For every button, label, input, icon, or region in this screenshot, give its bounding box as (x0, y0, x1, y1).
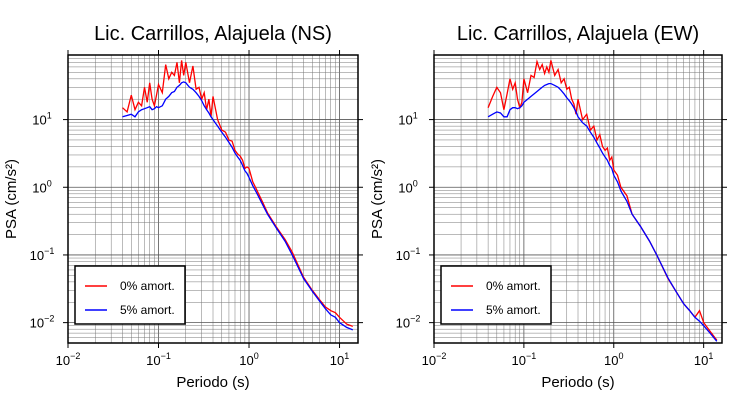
ticks: 10−2 10−1 100 101 10−2 10−1 100 101 (396, 50, 727, 368)
legend-label: 0% amort. (486, 279, 541, 293)
y-tick-label: 101 (32, 111, 51, 128)
series-line-amort-5 (487, 82, 718, 342)
x-axis-label: Periodo (s) (541, 374, 614, 391)
legend: 0% amort. 5% amort. (74, 265, 186, 325)
y-tick-label: 10−1 (30, 246, 55, 263)
legend: 0% amort. 5% amort. (440, 265, 552, 325)
legend-label: 5% amort. (120, 303, 175, 317)
x-axis-label: Periodo (s) (176, 374, 249, 391)
chart-title: Lic. Carrillos, Alajuela (EW) (457, 23, 699, 45)
chart-panel-1: Lic. Carrillos, Alajuela (NS) 10−2 10−1 100… (3, 23, 363, 391)
chart-panel-2: Lic. Carrillos, Alajuela (EW) 10−2 10−1 100… (369, 23, 727, 391)
x-tick-label: 10−1 (512, 351, 537, 368)
x-tick-label: 10−1 (146, 351, 171, 368)
x-tick-label: 100 (239, 351, 258, 368)
series-line-amort-5 (122, 81, 354, 331)
x-tick-label: 10−2 (422, 351, 447, 368)
ticks: 10−2 10−1 100 101 10−2 10−1 100 101 (30, 50, 363, 368)
plot-frame (67, 54, 359, 344)
series-line-amort-0 (122, 60, 354, 328)
legend-label: 5% amort. (486, 303, 541, 317)
legend-box (74, 265, 186, 325)
x-tick-label: 10−2 (56, 351, 81, 368)
y-tick-label: 10−2 (30, 314, 55, 331)
y-tick-label: 101 (398, 111, 417, 128)
legend-label: 0% amort. (120, 279, 175, 293)
legend-box (440, 265, 552, 325)
x-tick-label: 101 (330, 351, 349, 368)
y-axis-label: PSA (cm/s²) (3, 159, 20, 239)
y-tick-label: 10−2 (396, 314, 421, 331)
x-tick-label: 101 (694, 351, 713, 368)
y-tick-label: 100 (398, 178, 417, 195)
x-tick-label: 100 (604, 351, 623, 368)
y-axis-label: PSA (cm/s²) (369, 159, 386, 239)
y-tick-label: 100 (32, 178, 51, 195)
y-tick-label: 10−1 (396, 246, 421, 263)
plot-frame (433, 54, 723, 344)
chart-title: Lic. Carrillos, Alajuela (NS) (94, 23, 332, 45)
